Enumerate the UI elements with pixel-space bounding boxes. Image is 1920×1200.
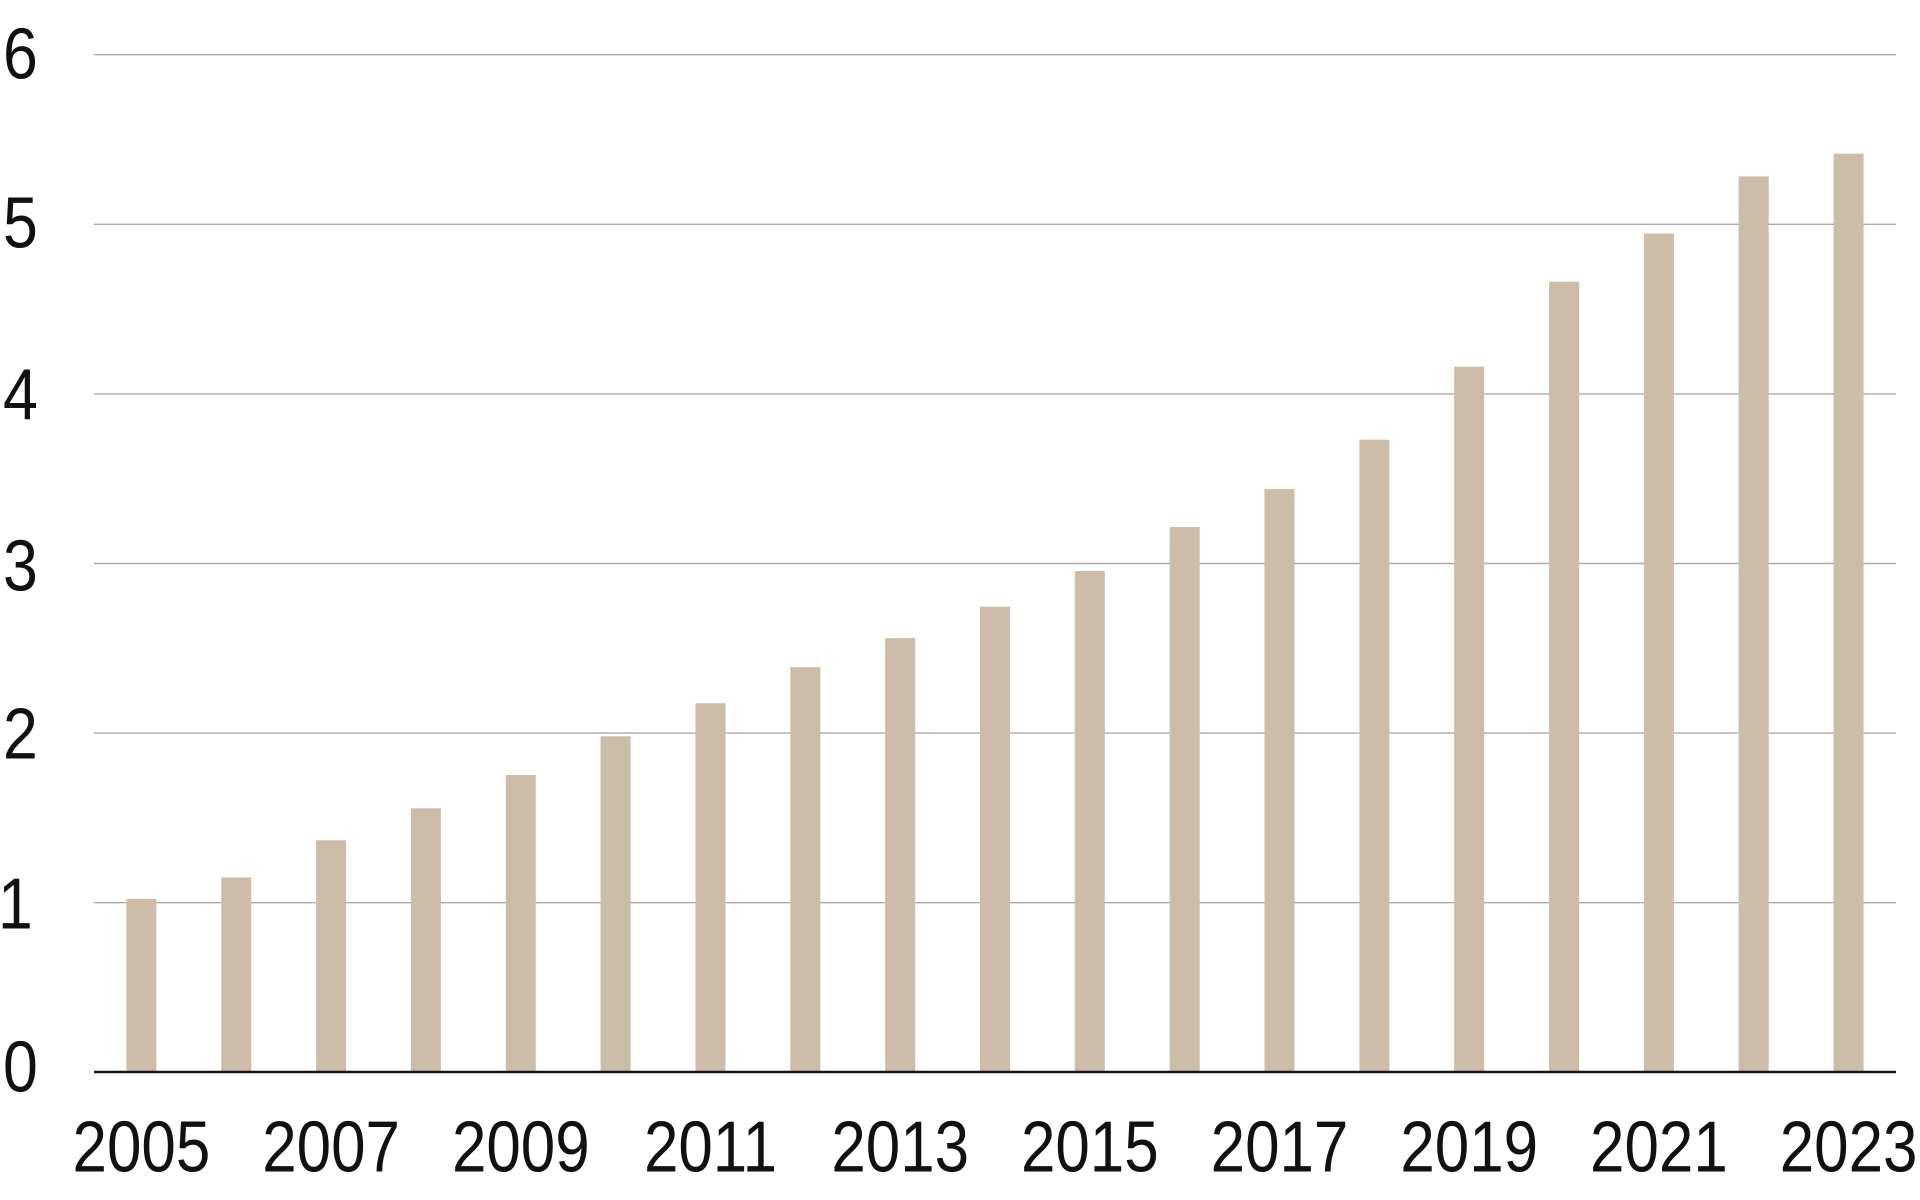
svg-text:2015: 2015 [1021, 1107, 1159, 1187]
svg-text:2013: 2013 [831, 1107, 969, 1187]
svg-text:2007: 2007 [262, 1107, 400, 1187]
svg-text:3: 3 [3, 526, 38, 606]
svg-text:2011: 2011 [644, 1107, 777, 1187]
svg-text:2005: 2005 [73, 1107, 211, 1187]
svg-text:2: 2 [3, 694, 38, 774]
svg-text:2019: 2019 [1400, 1107, 1538, 1187]
svg-text:0: 0 [3, 1027, 38, 1107]
svg-text:4: 4 [3, 355, 38, 435]
svg-text:2023: 2023 [1780, 1107, 1918, 1187]
svg-text:2009: 2009 [452, 1107, 590, 1187]
svg-text:2017: 2017 [1211, 1107, 1349, 1187]
svg-text:1: 1 [0, 864, 33, 944]
svg-text:6: 6 [3, 14, 38, 94]
svg-text:5: 5 [3, 183, 38, 263]
svg-text:2021: 2021 [1590, 1107, 1728, 1187]
